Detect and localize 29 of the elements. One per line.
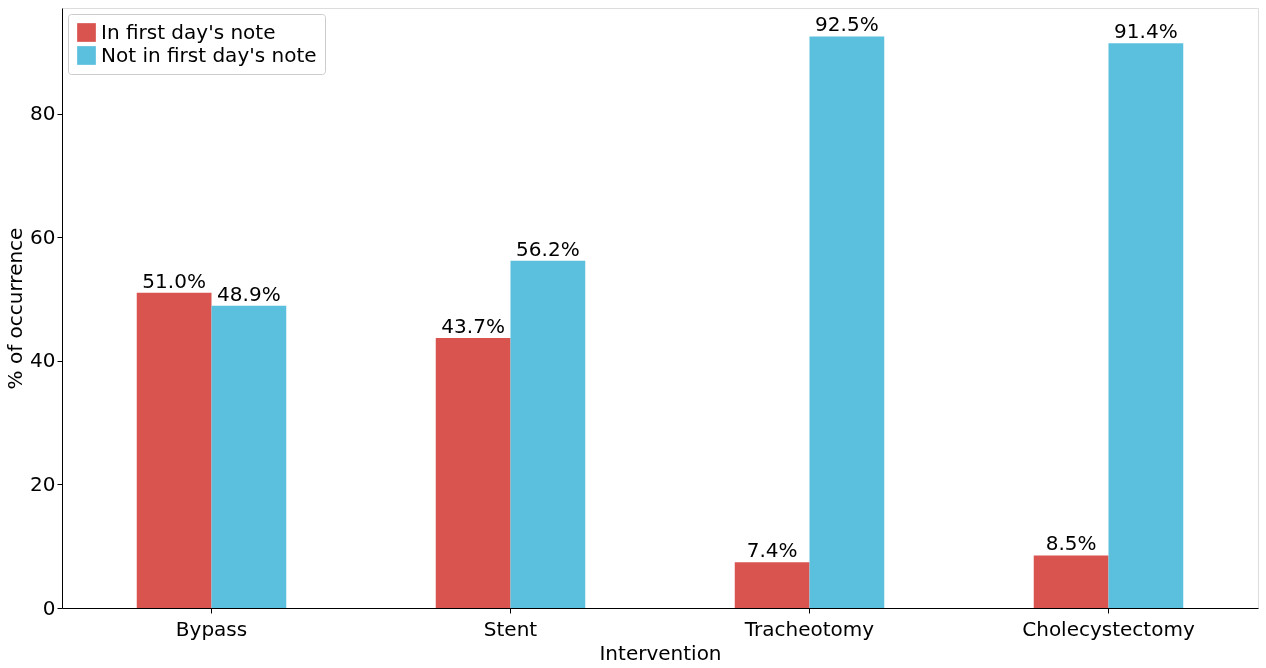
y-tick-label: 40 [30,348,56,373]
bar [211,305,287,608]
legend-label: Not in first day's note [101,42,317,67]
bar [734,562,810,608]
data-label: 91.4% [1114,19,1178,44]
data-label: 92.5% [815,12,879,37]
y-tick-label: 80 [30,101,56,126]
data-label: 7.4% [746,538,798,563]
y-tick-label: 60 [30,224,56,249]
bar [1033,555,1109,608]
data-label: 43.7% [441,313,505,338]
data-label: 8.5% [1045,531,1097,556]
bar [809,36,885,608]
bar [510,260,586,608]
y-tick-label: 20 [30,471,56,496]
y-axis-title: % of occurrence [3,227,28,390]
x-tick-label: Tracheotomy [743,616,875,641]
legend-label: In first day's note [101,19,276,44]
bar [136,292,212,608]
data-label: 51.0% [142,268,206,293]
y-tick-label: 0 [42,595,56,620]
bar [435,337,511,608]
data-label: 48.9% [217,281,281,306]
x-axis-title: Intervention [599,640,722,665]
x-tick-label: Stent [483,616,538,641]
data-label: 56.2% [516,236,580,261]
x-tick-label: Bypass [175,616,248,641]
x-tick-label: Cholecystectomy [1022,616,1195,641]
bar [1108,43,1184,608]
